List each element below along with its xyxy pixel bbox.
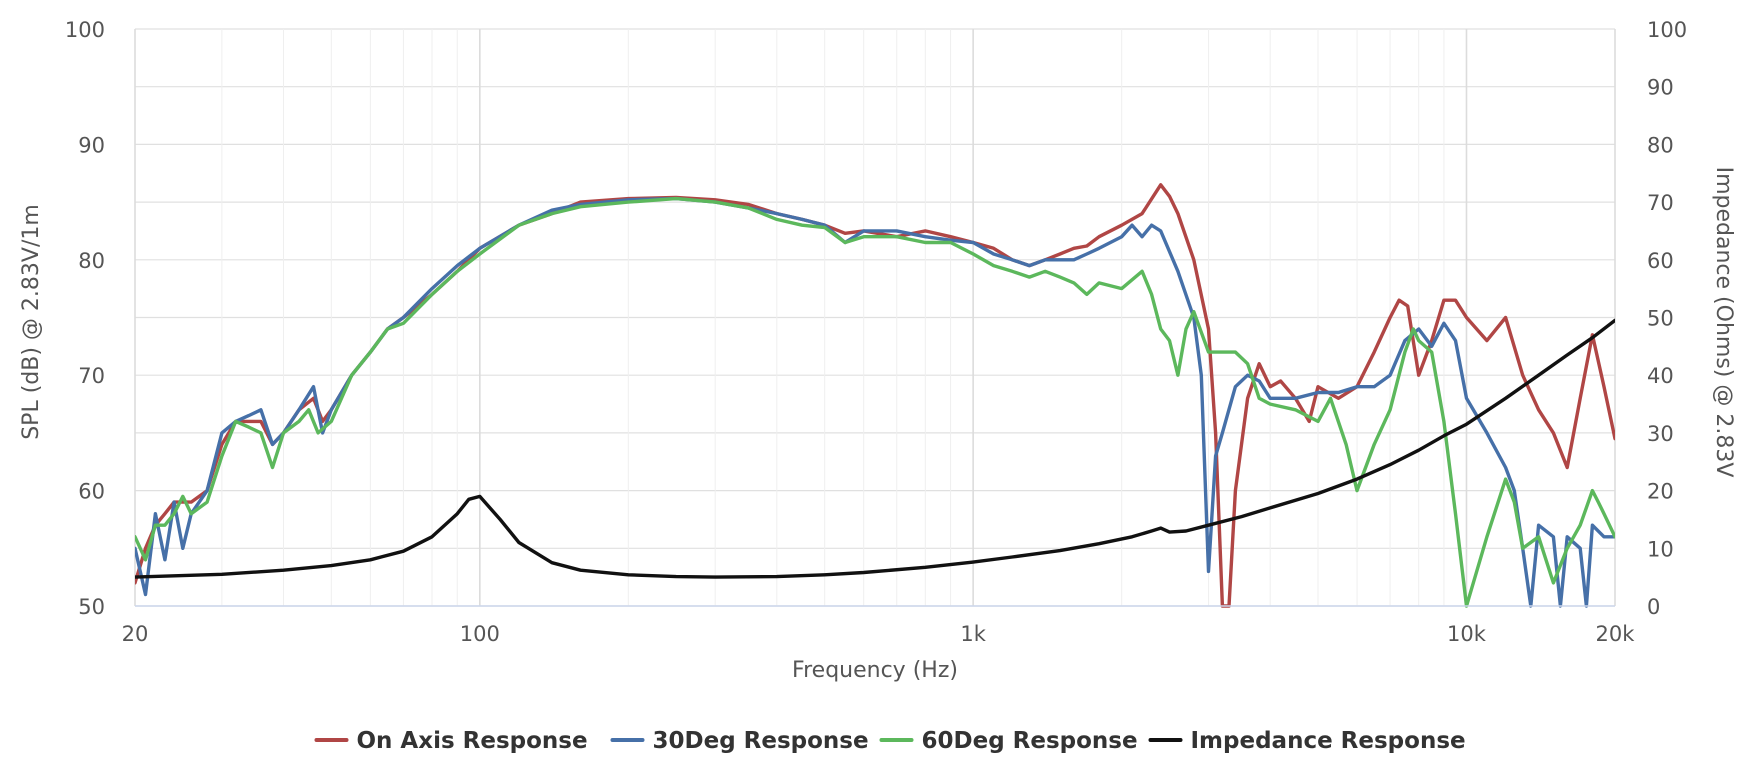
x-tick-label: 10k — [1447, 622, 1487, 646]
axes: 20 100 1k 10k 20k 50 60 70 80 90 100 0 10 20 30 40 50 60 7… — [65, 18, 1687, 646]
y-tick-label-right: 80 — [1647, 133, 1674, 157]
legend-item-30deg-response[interactable]: 30Deg Response — [610, 728, 869, 754]
legend: On Axis Response 30Deg Response 60Deg Resp… — [314, 728, 1466, 754]
y-tick-label-right: 0 — [1647, 595, 1660, 619]
y-tick-label-right: 90 — [1647, 76, 1674, 100]
legend-label: 30Deg Response — [653, 728, 869, 754]
y-tick-label-left: 90 — [78, 133, 105, 157]
legend-item-60deg-response[interactable]: 60Deg Response — [879, 728, 1138, 754]
x-tick-label: 20 — [122, 622, 149, 646]
x-tick-label: 100 — [460, 622, 500, 646]
y-tick-label-right: 40 — [1647, 364, 1674, 388]
series-lines — [135, 183, 1615, 608]
legend-item-on-axis-response[interactable]: On Axis Response — [314, 728, 588, 754]
y-tick-label-left: 80 — [78, 249, 105, 273]
y-tick-label-right: 100 — [1647, 18, 1687, 42]
y-tick-label-left: 60 — [78, 480, 105, 504]
y-tick-label-left: 100 — [65, 18, 105, 42]
grid — [134, 28, 1616, 607]
series-line-impedance-response — [135, 318, 1615, 579]
x-tick-label: 20k — [1596, 622, 1636, 646]
y-axis-right-title: Impedance (Ohms) @ 2.83V — [1711, 167, 1736, 478]
y-tick-label-left: 50 — [78, 595, 105, 619]
legend-label: Impedance Response — [1191, 728, 1466, 754]
y-tick-label-right: 70 — [1647, 191, 1674, 215]
y-tick-label-left: 70 — [78, 364, 105, 388]
legend-label: 60Deg Response — [922, 728, 1138, 754]
series-line-60deg-response — [135, 196, 1615, 608]
x-tick-label: 1k — [960, 622, 986, 646]
y-tick-label-right: 20 — [1647, 480, 1674, 504]
y-tick-label-right: 10 — [1647, 537, 1674, 561]
x-axis-title: Frequency (Hz) — [792, 658, 958, 683]
y-tick-label-right: 50 — [1647, 307, 1674, 331]
y-tick-label-right: 30 — [1647, 422, 1674, 446]
y-axis-left-title: SPL (dB) @ 2.83V/1m — [19, 204, 44, 440]
legend-item-impedance-response[interactable]: Impedance Response — [1148, 728, 1466, 754]
y-tick-label-right: 60 — [1647, 249, 1674, 273]
legend-label: On Axis Response — [357, 728, 588, 754]
series-line-30deg-response — [135, 196, 1615, 608]
